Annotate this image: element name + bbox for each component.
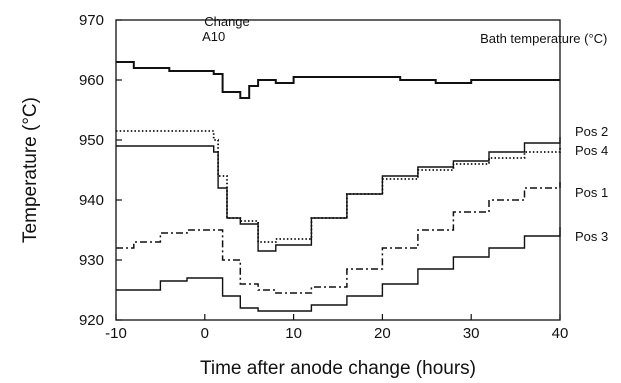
series-line-pos-4 [116, 137, 561, 252]
series-line-pos-1 [116, 182, 561, 294]
y-tick-label: 950 [79, 132, 104, 149]
y-axis-title: Temperature (°C) [20, 97, 41, 243]
series-line-pos-2 [116, 130, 561, 243]
series-labels: Pos 2 Pos 4 Pos 1 Pos 3 [575, 124, 608, 244]
x-axis-title: Time after anode change (hours) [200, 358, 476, 379]
series-line-pos-3 [116, 227, 561, 312]
y-tick-label: 940 [79, 192, 104, 209]
axis-ticks [115, 19, 561, 321]
x-tick-label: 10 [285, 325, 302, 342]
y-tick-label: 930 [79, 252, 104, 269]
series-label: Pos 4 [575, 143, 608, 158]
x-tick-label: 30 [463, 325, 480, 342]
x-tick-label: 20 [374, 325, 391, 342]
annotation-label: Bath temperature (°C) [480, 31, 607, 46]
annotation-label: A10 [202, 29, 225, 44]
series-label: Pos 3 [575, 229, 608, 244]
series-line-bath-temperature-c [116, 61, 560, 99]
series-label: Pos 2 [575, 124, 608, 139]
x-tick-label: 40 [552, 325, 569, 342]
plot-lines [116, 61, 561, 312]
annotation-label: Change [204, 14, 250, 29]
y-tick-label: 970 [79, 12, 104, 29]
tick-labels: -10 0 10 20 30 40 920 930 940 950 960 970 [79, 12, 568, 342]
x-tick-label: -10 [105, 325, 127, 342]
x-tick-label: 0 [201, 325, 209, 342]
plot-frame [115, 19, 561, 321]
series-label: Pos 1 [575, 185, 608, 200]
y-tick-label: 960 [79, 72, 104, 89]
y-tick-label: 920 [79, 312, 104, 329]
